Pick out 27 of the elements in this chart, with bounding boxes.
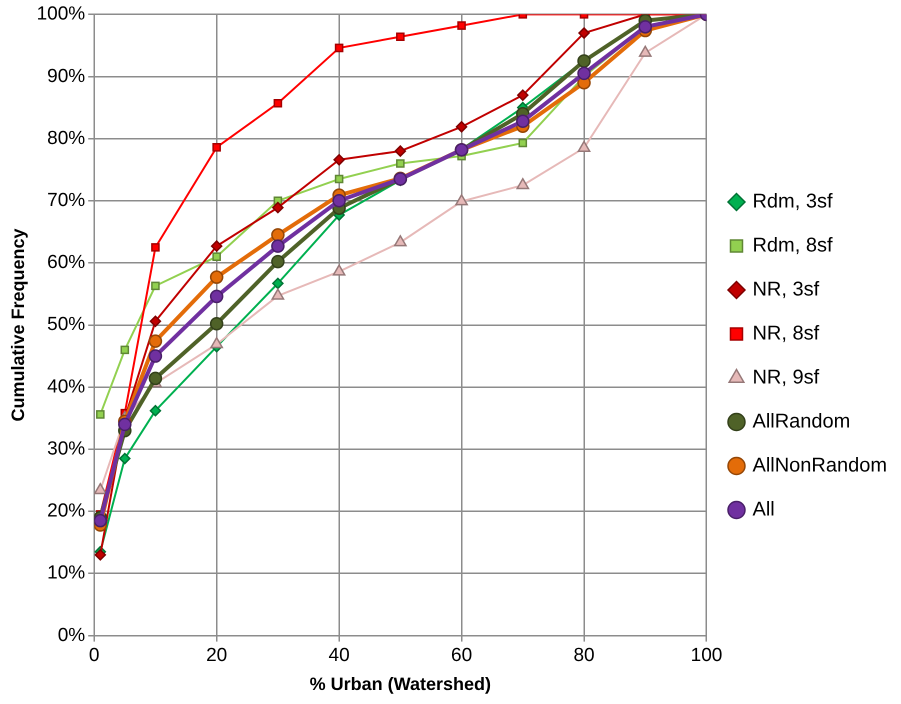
x-tick-label: 0 bbox=[88, 645, 100, 666]
x-tick-label: 100 bbox=[690, 645, 722, 666]
legend-label: AllNonRandom bbox=[752, 454, 888, 477]
y-tick-label: 40% bbox=[47, 376, 86, 398]
y-tick-label: 30% bbox=[47, 438, 86, 460]
x-axis-title: % Urban (Watershed) bbox=[310, 674, 492, 694]
x-tick-label: 80 bbox=[573, 645, 595, 666]
y-tick-label: 80% bbox=[47, 128, 86, 149]
legend-label: Rdm, 3sf bbox=[752, 190, 833, 213]
y-tick-label: 70% bbox=[47, 190, 86, 211]
legend-label: NR, 3sf bbox=[752, 278, 820, 301]
y-tick-label: 90% bbox=[47, 66, 86, 87]
legend-label: Rdm, 8sf bbox=[752, 234, 833, 257]
y-tick-label: 20% bbox=[47, 500, 86, 522]
y-tick-label: 100% bbox=[36, 4, 86, 25]
legend-label: All bbox=[752, 498, 775, 521]
x-tick-label: 40 bbox=[328, 645, 350, 666]
x-tick-label: 20 bbox=[206, 645, 228, 666]
legend-label: NR, 8sf bbox=[752, 322, 820, 345]
y-tick-label: 10% bbox=[47, 562, 86, 584]
x-tick-label: 60 bbox=[451, 645, 472, 666]
y-tick-label: 0% bbox=[58, 624, 86, 646]
legend-label: NR, 9sf bbox=[752, 366, 820, 389]
y-axis-title: Cumulative Frequency bbox=[8, 228, 28, 422]
y-tick-label: 50% bbox=[47, 314, 86, 336]
y-tick-label: 60% bbox=[47, 252, 86, 274]
legend-label: AllRandom bbox=[752, 410, 850, 433]
